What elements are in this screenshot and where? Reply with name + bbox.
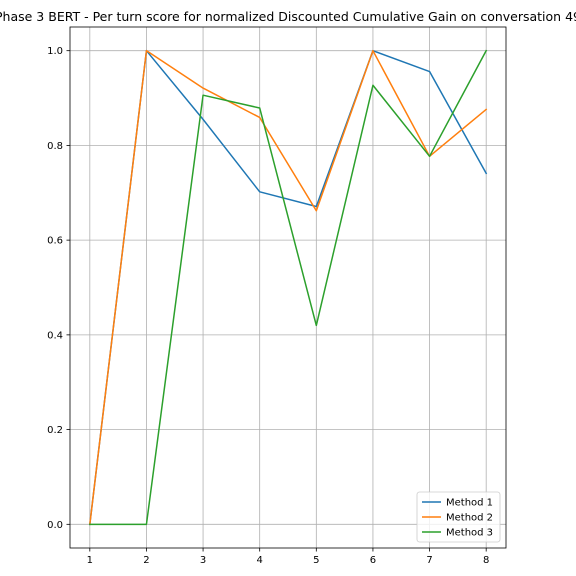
y-tick-label: 0.4 xyxy=(47,330,63,341)
y-tick-label: 0.2 xyxy=(47,425,63,436)
x-tick-label: 2 xyxy=(143,555,149,566)
series-lines xyxy=(88,49,488,526)
legend-label: Method 2 xyxy=(446,513,493,524)
x-tick-label: 6 xyxy=(370,555,376,566)
legend-label: Method 1 xyxy=(446,498,493,509)
y-tick-label: 1.0 xyxy=(47,46,63,57)
x-tick-label: 4 xyxy=(257,555,263,566)
grid-lines xyxy=(70,27,506,548)
x-tick-label: 5 xyxy=(313,555,319,566)
x-tick-label: 8 xyxy=(483,555,489,566)
legend-label: Method 3 xyxy=(446,528,493,539)
y-axis: 0.0 0.2 0.4 0.6 0.8 1.0 xyxy=(47,46,70,531)
chart-title: Phase 3 BERT - Per turn score for normal… xyxy=(0,9,576,24)
x-tick-label: 1 xyxy=(87,555,93,566)
y-tick-label: 0.0 xyxy=(47,520,63,531)
x-tick-label: 3 xyxy=(200,555,206,566)
plot-frame xyxy=(69,26,507,549)
y-tick-label: 0.8 xyxy=(47,141,63,152)
legend-box xyxy=(416,491,501,543)
series-line-method-3 xyxy=(89,49,488,526)
legend: Method 1 Method 2 Method 3 xyxy=(416,491,501,543)
x-axis: 1 2 3 4 5 6 7 8 xyxy=(87,548,489,566)
x-tick-label: 7 xyxy=(426,555,432,566)
y-tick-label: 0.6 xyxy=(47,236,63,247)
series-line-method-1 xyxy=(88,49,488,526)
series-line-method-2 xyxy=(88,49,488,526)
